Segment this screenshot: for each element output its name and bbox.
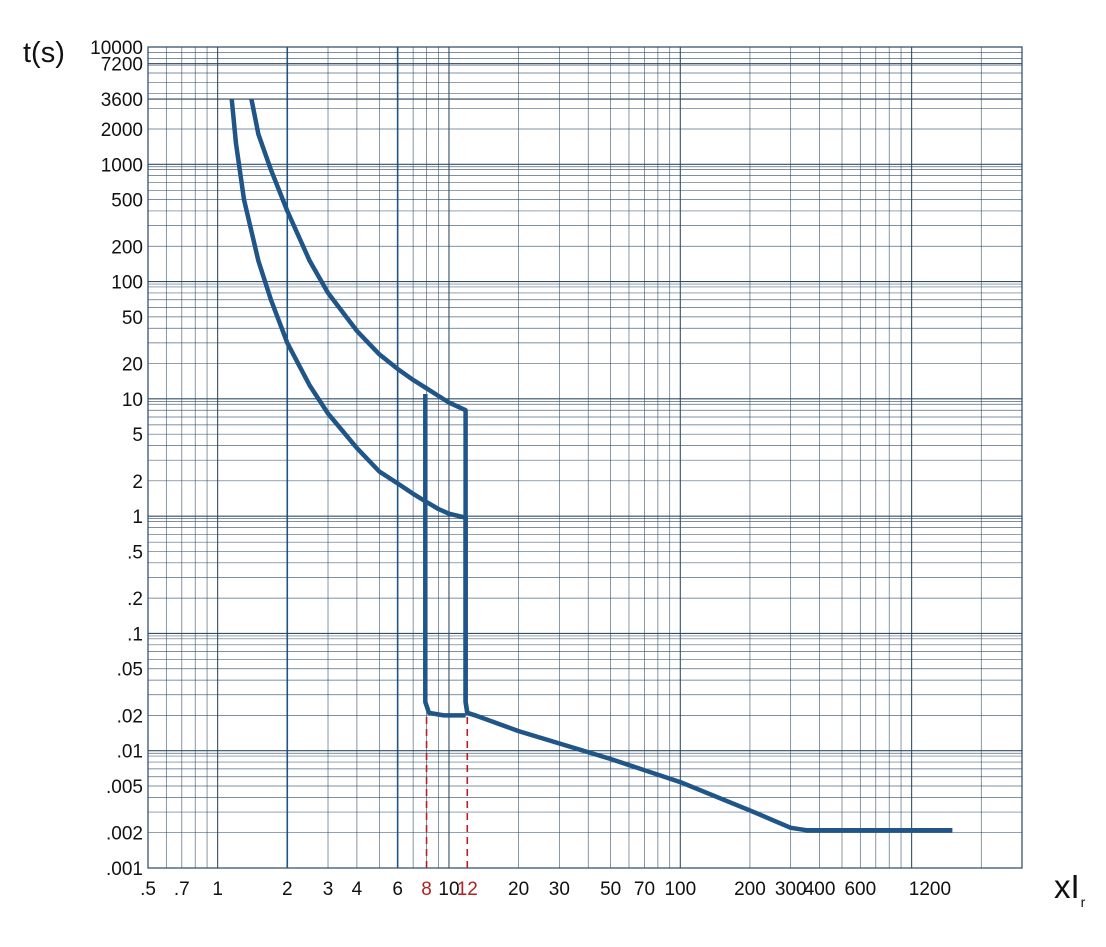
y-tick-label: .01	[117, 742, 143, 763]
x-axis-title: xIr	[1054, 868, 1086, 910]
x-axis-title-main: xI	[1054, 868, 1080, 905]
x-tick-label: 4	[352, 879, 363, 900]
y-tick-label: .002	[106, 824, 143, 845]
x-tick-label: 100	[664, 879, 696, 900]
y-tick-label: 5	[132, 425, 143, 446]
y-tick-label: .1	[127, 624, 143, 645]
x-axis-title-subscript: r	[1081, 894, 1086, 910]
x-tick-label: .7	[174, 879, 190, 900]
y-tick-label: .05	[117, 660, 143, 681]
y-tick-label: 7200	[101, 55, 143, 76]
x-tick-label: .5	[140, 879, 156, 900]
x-tick-label: 50	[600, 879, 621, 900]
x-tick-label: 400	[804, 879, 836, 900]
y-tick-label: 3600	[101, 90, 143, 111]
y-tick-label: .5	[127, 542, 143, 563]
series-line	[249, 98, 476, 718]
x-tick-label: 70	[634, 879, 655, 900]
y-axis-title: t(s)	[23, 37, 65, 69]
y-tick-label: 500	[111, 191, 143, 212]
y-tick-label: .005	[106, 777, 143, 798]
grid-lines	[147, 46, 1023, 869]
y-tick-label: 100	[111, 273, 143, 294]
series-lines	[229, 98, 953, 833]
y-tick-label: 10000	[90, 38, 143, 59]
x-tick-label: 1	[212, 879, 223, 900]
x-tick-label: 10	[438, 879, 459, 900]
y-tick-label: .02	[117, 706, 143, 727]
y-tick-label: 1000	[101, 155, 143, 176]
y-tick-label: 1	[132, 507, 143, 528]
series-line	[229, 98, 953, 833]
y-tick-label: 20	[122, 355, 143, 376]
series-line	[423, 394, 466, 718]
y-tick-label: .2	[127, 589, 143, 610]
plot-frame	[147, 46, 1023, 869]
x-tick-label: 8	[421, 879, 432, 900]
y-tick-label: 2000	[101, 120, 143, 141]
x-tick-label: 3	[323, 879, 334, 900]
y-tick-label: 2	[132, 472, 143, 493]
x-tick-label: 200	[734, 879, 766, 900]
x-tick-label: 600	[844, 879, 876, 900]
y-tick-label: .001	[106, 859, 143, 880]
y-tick-label: 200	[111, 237, 143, 258]
y-tick-label: 10	[122, 390, 143, 411]
x-tick-label: 20	[508, 879, 529, 900]
x-tick-label: 12	[457, 879, 478, 900]
x-tick-label: 6	[392, 879, 403, 900]
x-tick-label: 1200	[909, 879, 951, 900]
reference-lines	[425, 715, 469, 868]
x-tick-label: 30	[549, 879, 570, 900]
x-tick-label: 300	[775, 879, 807, 900]
y-tick-label: 50	[122, 308, 143, 329]
x-tick-label: 2	[282, 879, 293, 900]
